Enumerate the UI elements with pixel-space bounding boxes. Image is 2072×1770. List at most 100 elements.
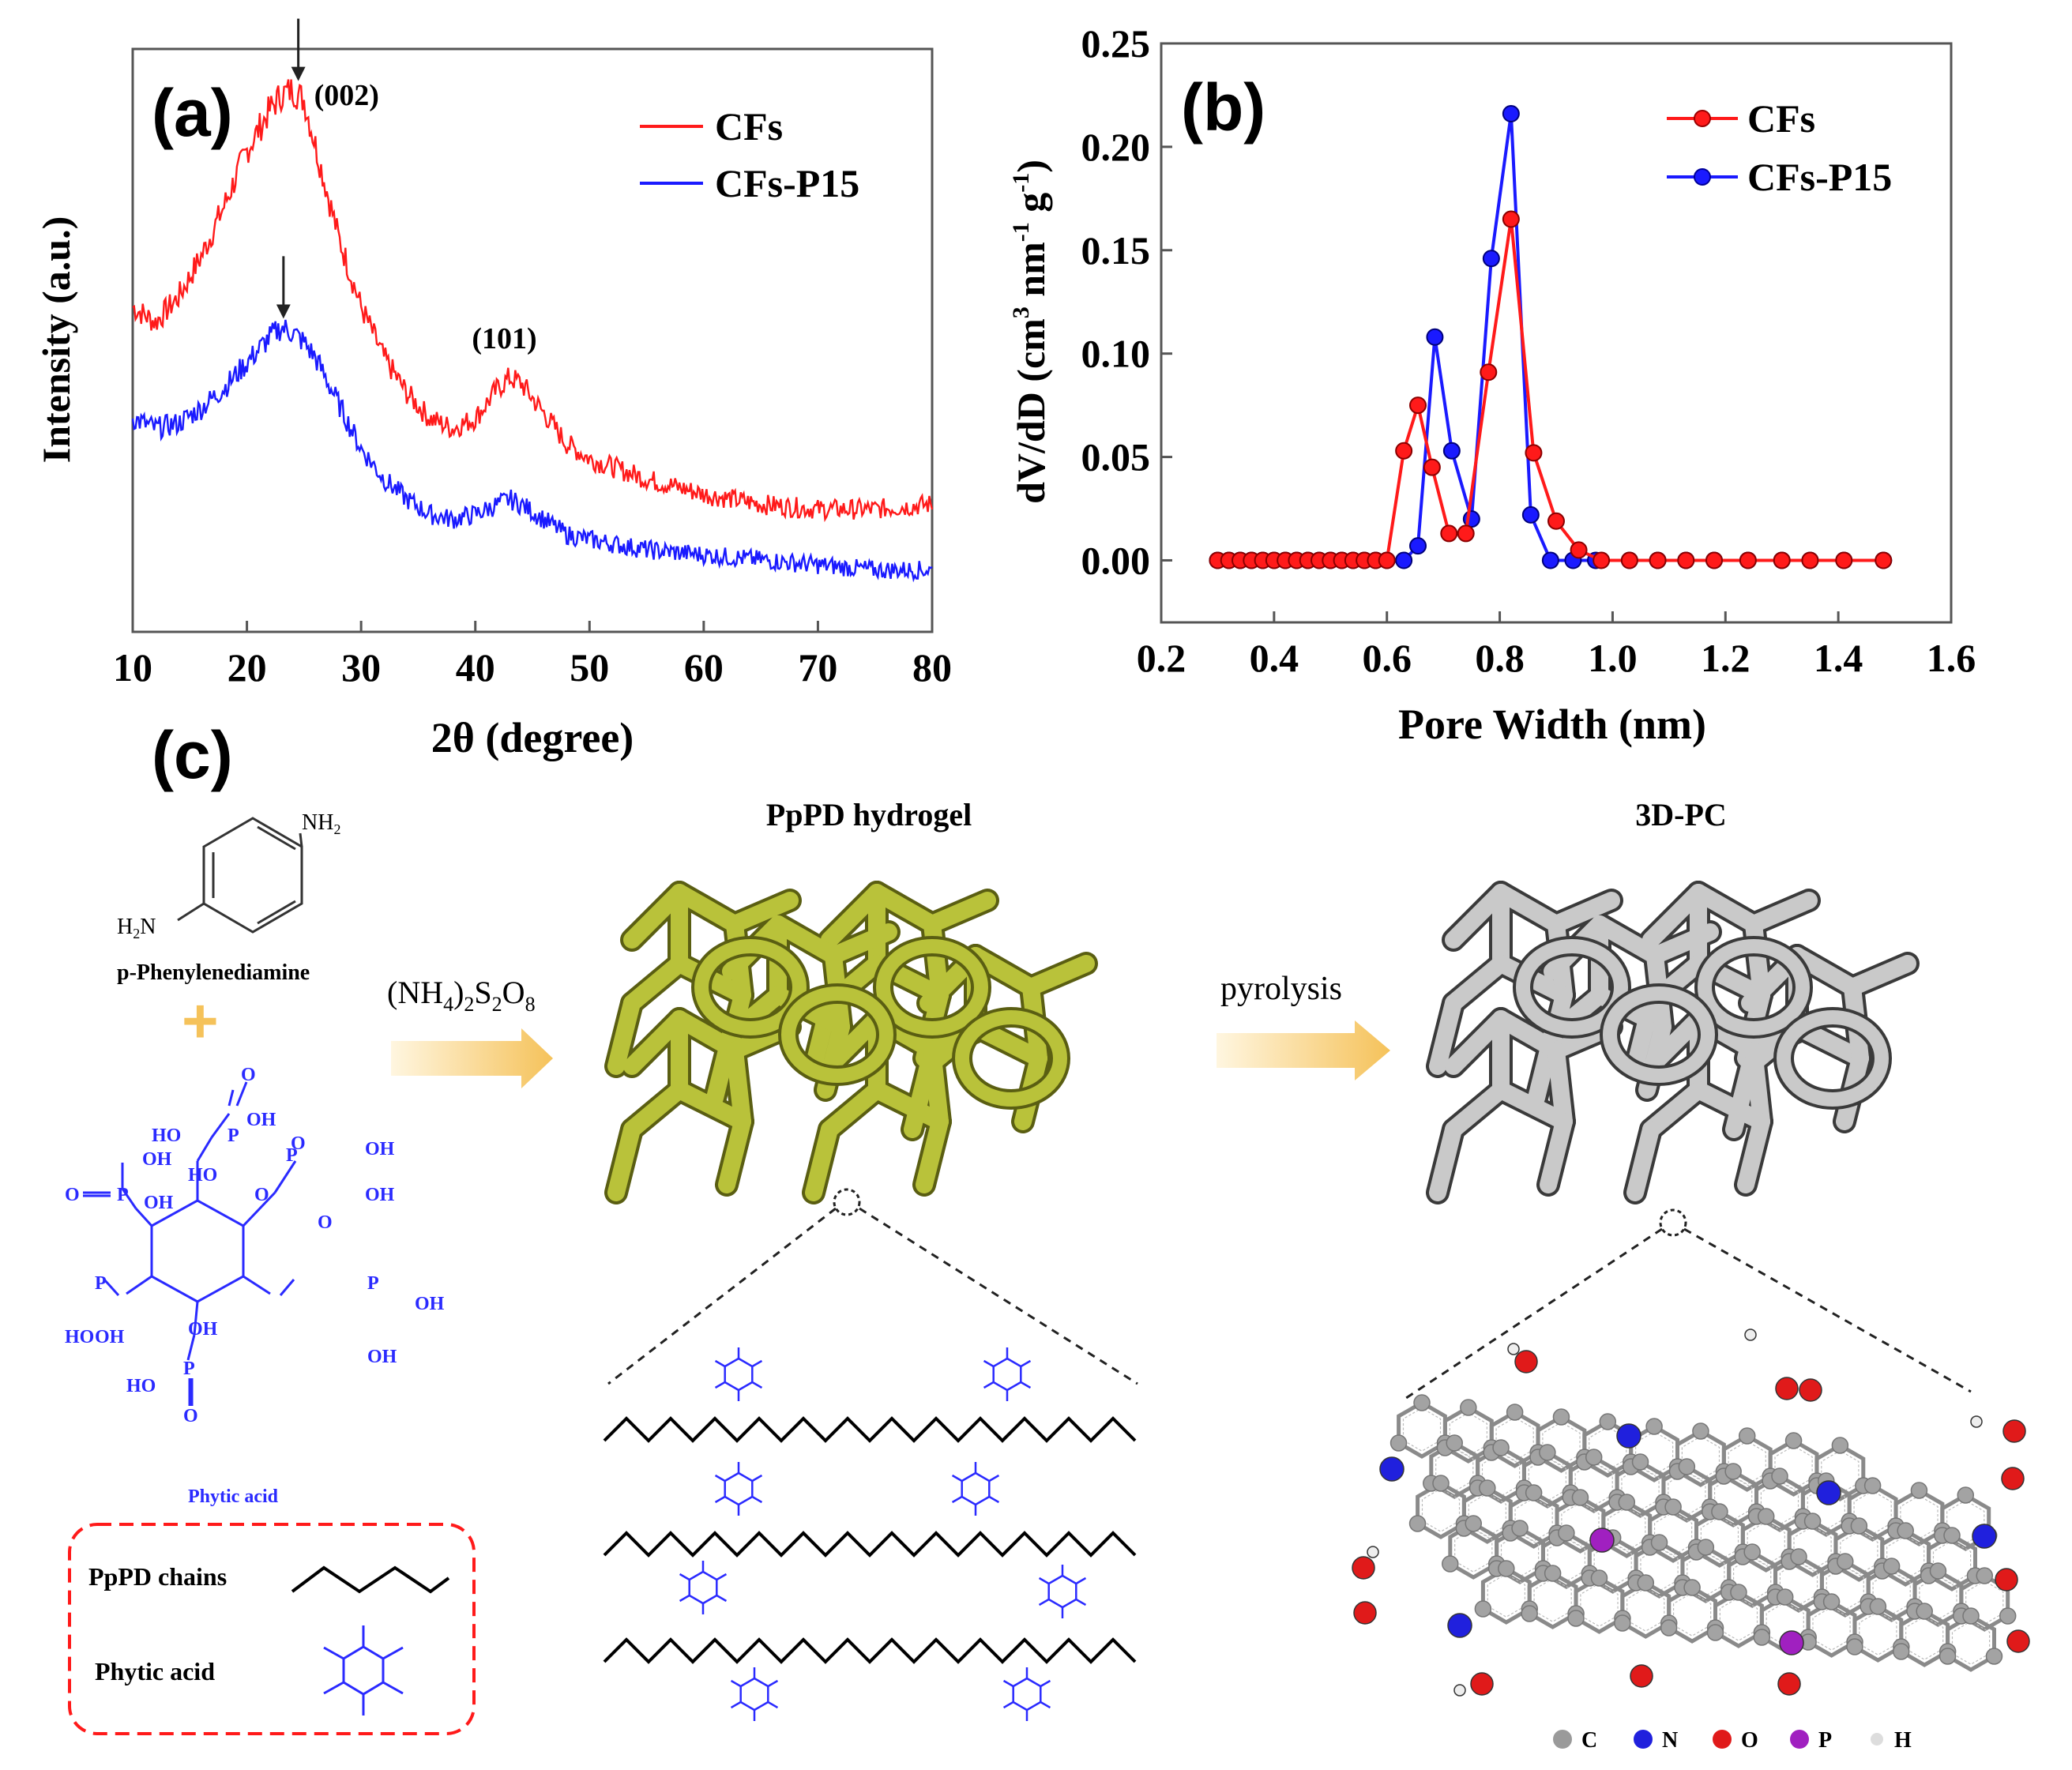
- carbon-ring: [1694, 1509, 1745, 1568]
- carbon-ring: [1787, 1519, 1838, 1577]
- carbon-ring: [1429, 1441, 1480, 1499]
- atom-label-p-3: P: [286, 1145, 298, 1166]
- carbon-ring: [1927, 1533, 1977, 1591]
- panel-label-a: (a): [152, 76, 233, 150]
- network-ring: [781, 986, 893, 1083]
- network-strut: [726, 1042, 751, 1130]
- carbon-ring-inner: [1932, 1540, 1972, 1584]
- atom-label-o-ring-1: O: [254, 1185, 269, 1205]
- pore-x-tick-label: 0.8: [1475, 636, 1525, 680]
- pore-point-cfs: [1395, 442, 1413, 460]
- pore-legend-marker-cfs-p15: [1694, 168, 1711, 186]
- carbon-atom: [1413, 1394, 1431, 1411]
- pore-y-tick-label: 0.00: [1081, 538, 1151, 582]
- xrd-legend-label-cfs: CFs: [715, 104, 783, 148]
- carbon-atom: [1692, 1422, 1709, 1440]
- carbon-atom: [1790, 1548, 1807, 1565]
- hydrogel-zoom-circle: [833, 1188, 861, 1216]
- network-ring: [876, 939, 988, 1035]
- carbon-zoom-line-left: [1405, 1227, 1663, 1400]
- carbon-ring: [1946, 1614, 1996, 1672]
- nitrogen-atom: [1447, 1613, 1472, 1638]
- carbon-ring-inner: [1807, 1486, 1845, 1530]
- hydrogen-atom: [1970, 1415, 1983, 1428]
- carbon-ring-inner: [1732, 1557, 1772, 1601]
- oxygen-atom: [1352, 1556, 1375, 1580]
- xrd-chart: (a) 10 20 30 40 50 60 70 80 2θ (degree) Intensi…: [34, 18, 952, 761]
- carbon-atom: [1697, 1539, 1715, 1556]
- hydrogel-zoom-line-left: [607, 1207, 837, 1385]
- synthesis-scheme: (c) NH2 H2N p-Phenylenediamine +: [65, 718, 2030, 1753]
- network-strut: [607, 1121, 641, 1201]
- carbon-atom: [1460, 1399, 1477, 1416]
- carbon-atom: [1943, 1527, 1961, 1544]
- carbon-ring-inner: [1468, 1493, 1507, 1537]
- carbon-atom: [1706, 1624, 1724, 1641]
- pppd-chain-diagram: [603, 1347, 1137, 1721]
- carbon-atom: [1893, 1643, 1910, 1660]
- network-strut: [671, 1081, 751, 1130]
- carbon-ring: [1713, 1590, 1764, 1648]
- carbon-ring-inner: [1965, 1580, 2004, 1625]
- pore-point-cfs: [1875, 551, 1893, 569]
- carbon-atom: [1599, 1413, 1617, 1430]
- carbon-atom: [1976, 1567, 1994, 1584]
- carbon-ring-inner: [1900, 1495, 1939, 1539]
- carbon-ring-inner: [1668, 1471, 1706, 1516]
- carbon-atom: [1637, 1574, 1655, 1591]
- legend-label-acid: Phytic acid: [95, 1657, 215, 1685]
- oxygen-atom: [1514, 1350, 1538, 1374]
- pore-legend-marker-cfs: [1694, 110, 1711, 127]
- carbon-atom: [1474, 1600, 1492, 1618]
- atom-label-o-ring-2: O: [318, 1212, 333, 1233]
- carbon-ring: [1880, 1528, 1931, 1587]
- pore-y-axis-title: dV/dD (cm3 nm-1 g-1): [1008, 160, 1053, 504]
- carbon-atom: [1957, 1486, 1975, 1504]
- carbon-atom: [1650, 1534, 1668, 1551]
- atom-label-p-6: P: [183, 1359, 195, 1379]
- network-strut: [607, 994, 641, 1075]
- carbon-ring: [1721, 1434, 1773, 1492]
- oxygen-atom: [2006, 1629, 2030, 1653]
- atom-legend-o-dot: [1713, 1730, 1732, 1749]
- pore-point-cfs-p15: [1502, 105, 1520, 123]
- carbon-atom: [1753, 1629, 1771, 1646]
- atom-legend-n: N: [1662, 1728, 1678, 1753]
- carbon-ring-inner: [1593, 1543, 1632, 1587]
- carbon-ring-inner: [1454, 1528, 1493, 1573]
- network-strut: [1547, 1042, 1573, 1130]
- carbon-atom: [1939, 1648, 1957, 1665]
- atom-legend-o: O: [1741, 1728, 1758, 1753]
- network-strut: [1646, 923, 1719, 964]
- carbon-ring-inner: [1719, 1597, 1758, 1641]
- network-strut: [1547, 892, 1620, 933]
- carbon-ring-inner: [1774, 1445, 1813, 1490]
- pore-x-axis-title: Pore Width (nm): [1398, 701, 1706, 748]
- pore-point-cfs: [1547, 512, 1565, 530]
- atom-label-p-1: P: [228, 1126, 239, 1146]
- network-strut: [726, 892, 799, 933]
- phytic-acid-unit: [1002, 1667, 1051, 1721]
- pore-y-tick-label: 0.05: [1081, 435, 1151, 479]
- network-strut: [1445, 955, 1510, 1012]
- carbon-atom: [1506, 1404, 1524, 1421]
- network-strut: [825, 923, 897, 964]
- carbon-ring: [1661, 1464, 1713, 1523]
- xrd-x-tick-label: 40: [456, 645, 495, 690]
- carbon-ring-inner: [1821, 1450, 1860, 1494]
- carbon-atom: [1771, 1467, 1788, 1485]
- carbon-ring: [1768, 1438, 1819, 1497]
- carbon-ring: [1442, 1405, 1494, 1464]
- oxygen-atom: [1799, 1378, 1822, 1402]
- pore-point-cfs: [1801, 551, 1819, 569]
- carbon-ring-inner: [1495, 1417, 1534, 1461]
- carbon-atom: [1882, 1558, 1901, 1575]
- carbon-atom: [1539, 1444, 1556, 1461]
- atom-legend-p: P: [1818, 1728, 1832, 1753]
- carbon-ring-inner: [1421, 1488, 1461, 1532]
- xrd-annotation-label: (002): [314, 79, 379, 112]
- carbon-atom: [1618, 1494, 1636, 1511]
- hydrogel-zoom-line-right: [859, 1207, 1138, 1385]
- xrd-series-line-cfs-p15: [131, 319, 933, 583]
- network-strut: [623, 955, 688, 1012]
